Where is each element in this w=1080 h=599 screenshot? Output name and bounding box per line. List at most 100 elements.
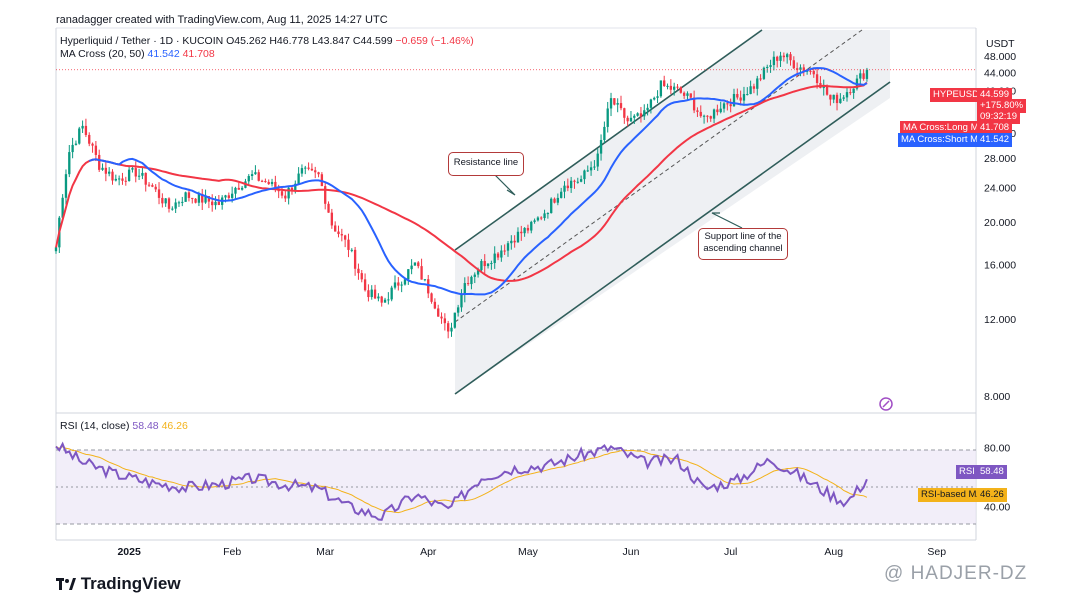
candle[interactable] — [64, 174, 68, 198]
candle[interactable] — [380, 296, 383, 303]
candle[interactable] — [593, 166, 596, 168]
candle[interactable] — [752, 86, 756, 89]
candle[interactable] — [373, 289, 377, 299]
candle[interactable] — [337, 231, 340, 235]
candle[interactable] — [177, 202, 181, 204]
candle[interactable] — [443, 318, 447, 324]
candle[interactable] — [174, 202, 177, 209]
candle[interactable] — [61, 197, 64, 218]
candle[interactable] — [137, 175, 141, 177]
candle[interactable] — [729, 104, 732, 107]
candle[interactable] — [702, 115, 706, 117]
candle[interactable] — [450, 327, 453, 332]
candle[interactable] — [629, 117, 633, 122]
candle[interactable] — [91, 143, 94, 146]
candle[interactable] — [108, 171, 111, 174]
candle[interactable] — [456, 307, 460, 313]
candle[interactable] — [466, 283, 470, 285]
candle[interactable] — [550, 198, 553, 214]
candle[interactable] — [560, 191, 563, 198]
candle[interactable] — [247, 176, 250, 182]
candle[interactable] — [334, 225, 337, 232]
candle[interactable] — [493, 253, 496, 264]
candle[interactable] — [167, 198, 171, 209]
candle[interactable] — [556, 197, 560, 203]
candle[interactable] — [792, 60, 795, 69]
candle[interactable] — [520, 231, 523, 234]
candle[interactable] — [839, 98, 842, 104]
candle[interactable] — [111, 171, 114, 181]
candle[interactable] — [486, 263, 490, 267]
candle[interactable] — [483, 260, 486, 267]
candle[interactable] — [114, 178, 117, 181]
candle[interactable] — [453, 312, 456, 328]
candle[interactable] — [490, 263, 493, 265]
candle[interactable] — [211, 201, 214, 206]
candle[interactable] — [579, 179, 583, 182]
candle[interactable] — [586, 170, 589, 172]
candle[interactable] — [732, 93, 736, 107]
candle[interactable] — [669, 85, 673, 90]
candle[interactable] — [230, 193, 234, 198]
candle[interactable] — [795, 68, 799, 70]
candle[interactable] — [387, 299, 390, 301]
candle[interactable] — [88, 134, 91, 144]
candle[interactable] — [264, 181, 267, 183]
candle[interactable] — [257, 172, 260, 181]
candle[interactable] — [227, 195, 230, 198]
short-ma-line[interactable] — [88, 67, 868, 296]
candle[interactable] — [739, 97, 742, 101]
candle[interactable] — [589, 167, 593, 171]
candle[interactable] — [267, 181, 270, 185]
candle[interactable] — [540, 217, 543, 219]
candle[interactable] — [151, 185, 154, 187]
candle[interactable] — [403, 279, 407, 285]
candle[interactable] — [546, 213, 550, 215]
candle[interactable] — [749, 86, 752, 95]
candle[interactable] — [400, 284, 403, 286]
candle[interactable] — [573, 180, 576, 182]
candle[interactable] — [862, 73, 865, 79]
candle[interactable] — [832, 94, 835, 100]
candle[interactable] — [214, 201, 217, 206]
candle[interactable] — [324, 186, 327, 204]
candle[interactable] — [656, 96, 659, 98]
candle[interactable] — [71, 144, 74, 153]
candle[interactable] — [234, 187, 237, 194]
candle[interactable] — [825, 85, 829, 95]
candle[interactable] — [576, 181, 579, 183]
candle[interactable] — [533, 220, 536, 222]
candle[interactable] — [81, 125, 84, 129]
candle[interactable] — [500, 250, 503, 258]
candle[interactable] — [759, 78, 762, 80]
candle[interactable] — [287, 187, 290, 199]
candle[interactable] — [340, 234, 343, 236]
candle[interactable] — [563, 185, 566, 192]
candle[interactable] — [300, 168, 304, 174]
candle[interactable] — [506, 243, 510, 251]
candle[interactable] — [692, 97, 696, 111]
candle[interactable] — [513, 240, 516, 243]
candle[interactable] — [347, 239, 350, 250]
candle[interactable] — [666, 85, 669, 87]
candle[interactable] — [676, 86, 679, 88]
candle[interactable] — [297, 173, 300, 184]
candle[interactable] — [742, 94, 746, 101]
candle[interactable] — [207, 196, 211, 202]
candle[interactable] — [769, 65, 772, 67]
candle[interactable] — [673, 86, 676, 90]
candle[interactable] — [314, 170, 317, 173]
candle[interactable] — [789, 54, 792, 61]
candle[interactable] — [204, 196, 207, 203]
candle[interactable] — [433, 301, 437, 309]
candle[interactable] — [849, 92, 852, 94]
candle[interactable] — [353, 249, 357, 269]
candle[interactable] — [127, 169, 131, 182]
candle[interactable] — [440, 316, 443, 319]
candle[interactable] — [304, 167, 307, 169]
support-line[interactable] — [454, 81, 891, 395]
candle[interactable] — [360, 273, 363, 280]
candle[interactable] — [94, 145, 98, 155]
candle[interactable] — [397, 282, 400, 286]
